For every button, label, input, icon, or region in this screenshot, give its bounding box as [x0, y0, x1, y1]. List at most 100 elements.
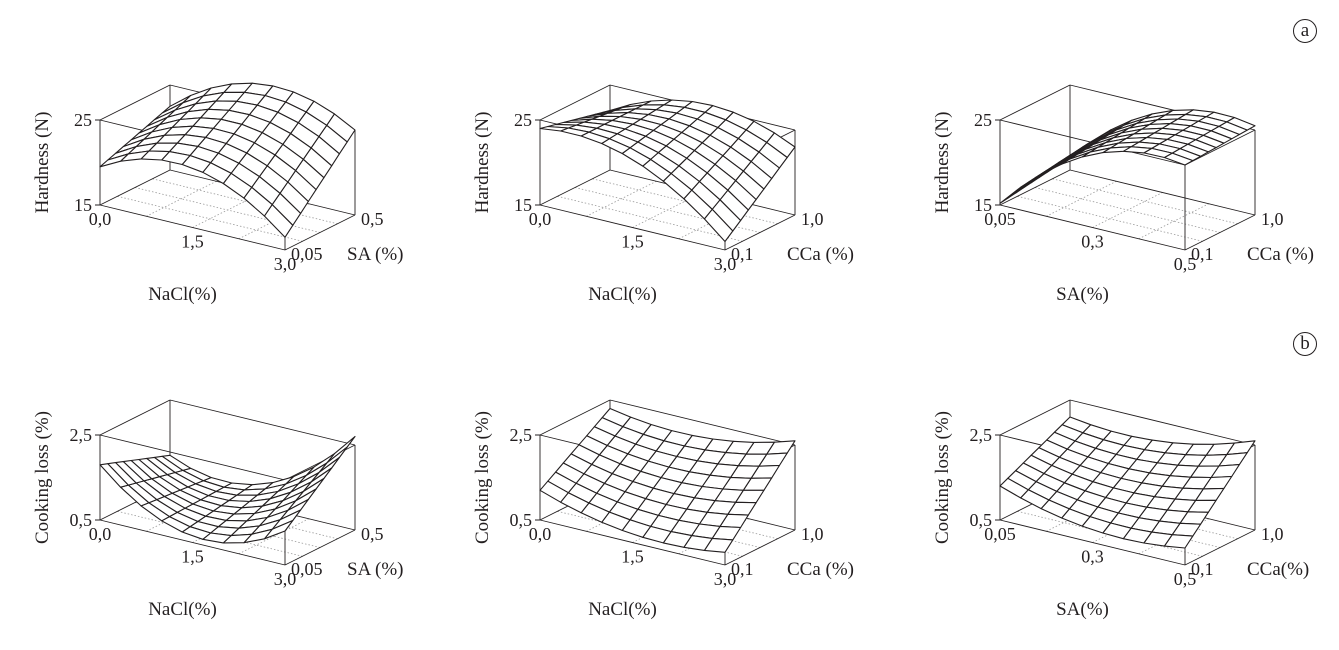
box-edge — [999, 519, 1186, 566]
box-edge — [1184, 129, 1256, 166]
surface-mesh — [999, 416, 1256, 549]
surface-plot-6: 0,5 2,5 Cooking loss (%) 0,05 0,3 0,5 SA(%) 0,1… — [900, 350, 1320, 650]
box-edge — [99, 434, 286, 481]
z-axis-label: Hardness (N) — [932, 112, 953, 214]
box-edge — [539, 399, 611, 436]
y-tick-label: 1,0 — [1261, 209, 1284, 229]
z-tick-label: 25 — [514, 110, 532, 130]
box-edge — [99, 519, 286, 566]
y-tick-label: 1,0 — [1261, 524, 1284, 544]
x-tick-label: 3,0 — [714, 254, 737, 274]
y-tick-label: 0,05 — [291, 244, 323, 264]
box-edge — [999, 84, 1071, 121]
y-axis-label: SA (%) — [347, 244, 403, 265]
y-tick-label: 0,5 — [361, 524, 384, 544]
x-tick-label: 0,5 — [1174, 254, 1197, 274]
surface-mesh — [539, 99, 796, 243]
y-tick-label: 0,1 — [1191, 244, 1214, 264]
box-edge — [1069, 399, 1256, 446]
y-tick-label: 0,1 — [1191, 559, 1214, 579]
z-tick-label: 15 — [74, 195, 92, 215]
y-axis-label: CCa(%) — [1247, 559, 1309, 580]
surface-svg: 15 25 Hardness (N) 0,0 1,5 3,0 NaCl(%) 0,1 1,0 CC… — [472, 84, 854, 305]
box-edge — [539, 84, 611, 121]
z-tick-label: 15 — [514, 195, 532, 215]
surface-cell — [318, 446, 348, 474]
box-edge — [724, 529, 796, 566]
box-edge — [99, 169, 171, 206]
surface-plot-3: 15 25 Hardness (N) 0,05 0,3 0,5 SA(%) 0,1 1,0 CCa… — [900, 35, 1320, 335]
floor-gridline — [586, 180, 657, 217]
x-tick-label: 0,3 — [1081, 232, 1104, 252]
surface-svg: 15 25 Hardness (N) 0,05 0,3 0,5 SA(%) 0,1 1,0 CCa… — [932, 84, 1314, 305]
surface-cell — [999, 181, 1029, 204]
box-edge — [99, 399, 171, 436]
x-tick-label: 0,5 — [1174, 569, 1197, 589]
box-edge — [284, 214, 356, 251]
surface-plot-4: 0,5 2,5 Cooking loss (%) 0,0 1,5 3,0 NaCl(%) 0,… — [0, 350, 420, 650]
floor-gridline — [238, 518, 309, 555]
x-tick-label: 0,3 — [1081, 547, 1104, 567]
floor-gridline — [117, 195, 303, 242]
floor-gridline — [1017, 195, 1203, 242]
x-axis-label: NaCl(%) — [148, 599, 217, 620]
surface-mesh — [99, 82, 356, 238]
box-edge — [724, 214, 796, 251]
x-tick-label: 3,0 — [714, 569, 737, 589]
floor-gridline — [1046, 180, 1117, 217]
z-tick-label: 0,5 — [970, 510, 993, 530]
z-tick-label: 25 — [74, 110, 92, 130]
y-axis-label: SA (%) — [347, 559, 403, 580]
z-axis-label: Cooking loss (%) — [32, 411, 53, 544]
y-axis-label: CCa (%) — [1247, 244, 1314, 265]
box-edge — [999, 169, 1071, 206]
x-tick-label: 3,0 — [274, 254, 297, 274]
y-tick-label: 0,5 — [361, 209, 384, 229]
z-tick-label: 25 — [974, 110, 992, 130]
z-tick-label: 2,5 — [510, 425, 533, 445]
y-tick-label: 0,1 — [731, 559, 754, 579]
x-tick-label: 0,0 — [89, 209, 112, 229]
y-tick-label: 0,1 — [731, 244, 754, 264]
box-edge — [999, 204, 1186, 251]
box-edge — [539, 204, 726, 251]
z-tick-label: 15 — [974, 195, 992, 215]
surface-svg: 0,5 2,5 Cooking loss (%) 0,0 1,5 3,0 NaCl(%) 0,… — [472, 399, 854, 620]
box-edge — [1184, 529, 1256, 566]
floor-gridline — [557, 195, 743, 242]
surface-svg: 0,5 2,5 Cooking loss (%) 0,05 0,3 0,5 SA(%) 0,1… — [932, 399, 1309, 620]
floor-gridline — [1138, 203, 1209, 240]
x-axis-label: NaCl(%) — [148, 284, 217, 305]
surface-plot-2: 15 25 Hardness (N) 0,0 1,5 3,0 NaCl(%) 0,1 1,0 CC… — [440, 35, 860, 335]
box-edge — [169, 399, 356, 446]
z-axis-label: Cooking loss (%) — [932, 411, 953, 544]
floor-gridline — [592, 178, 778, 225]
box-edge — [1184, 214, 1256, 251]
surface-mesh — [539, 407, 796, 553]
y-tick-label: 1,0 — [801, 524, 824, 544]
x-tick-label: 0,0 — [529, 524, 552, 544]
box-edge — [99, 204, 286, 251]
floor-gridline — [152, 178, 338, 225]
box-edge — [539, 519, 726, 566]
z-tick-label: 0,5 — [510, 510, 533, 530]
box-edge — [99, 84, 171, 121]
surface-mesh — [99, 435, 356, 544]
surface-cell — [99, 463, 129, 488]
z-axis-label: Hardness (N) — [472, 112, 493, 214]
panel-label-b: b — [1293, 332, 1317, 356]
surface-plot-5: 0,5 2,5 Cooking loss (%) 0,0 1,5 3,0 NaCl(%) 0,… — [440, 350, 860, 650]
x-tick-label: 0,0 — [529, 209, 552, 229]
floor-gridline — [1034, 187, 1221, 233]
surface-cell — [539, 125, 569, 132]
y-tick-label: 1,0 — [801, 209, 824, 229]
x-axis-label: SA(%) — [1056, 284, 1109, 305]
x-tick-label: 1,5 — [621, 232, 644, 252]
x-tick-label: 0,0 — [89, 524, 112, 544]
z-tick-label: 2,5 — [970, 425, 993, 445]
x-tick-label: 3,0 — [274, 569, 297, 589]
floor-grid — [1017, 178, 1238, 242]
box-edge — [609, 399, 796, 446]
surface-svg: 0,5 2,5 Cooking loss (%) 0,0 1,5 3,0 NaCl(%) 0,… — [32, 399, 403, 620]
surface-plot-1: 15 25 Hardness (N) 0,0 1,5 3,0 NaCl(%) 0,05 0,5 S… — [0, 35, 420, 335]
